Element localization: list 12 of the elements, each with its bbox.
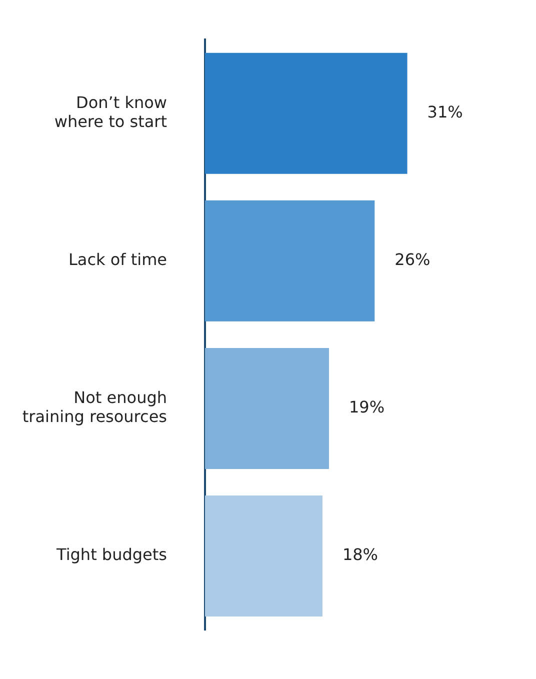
- bar: [205, 348, 329, 469]
- bar: [205, 200, 375, 322]
- data-label: 26%: [394, 250, 430, 270]
- data-label: 31%: [427, 102, 463, 122]
- data-label: 18%: [342, 545, 378, 564]
- bar: [205, 52, 408, 174]
- y-tick-label: Lack of time: [68, 250, 167, 270]
- y-tick-label: Not enough training resources: [22, 388, 167, 426]
- bar: [205, 496, 322, 617]
- y-tick-label: Don’t know where to start: [54, 92, 167, 132]
- data-label: 19%: [348, 398, 385, 417]
- y-tick-label: Tight budgets: [56, 545, 167, 564]
